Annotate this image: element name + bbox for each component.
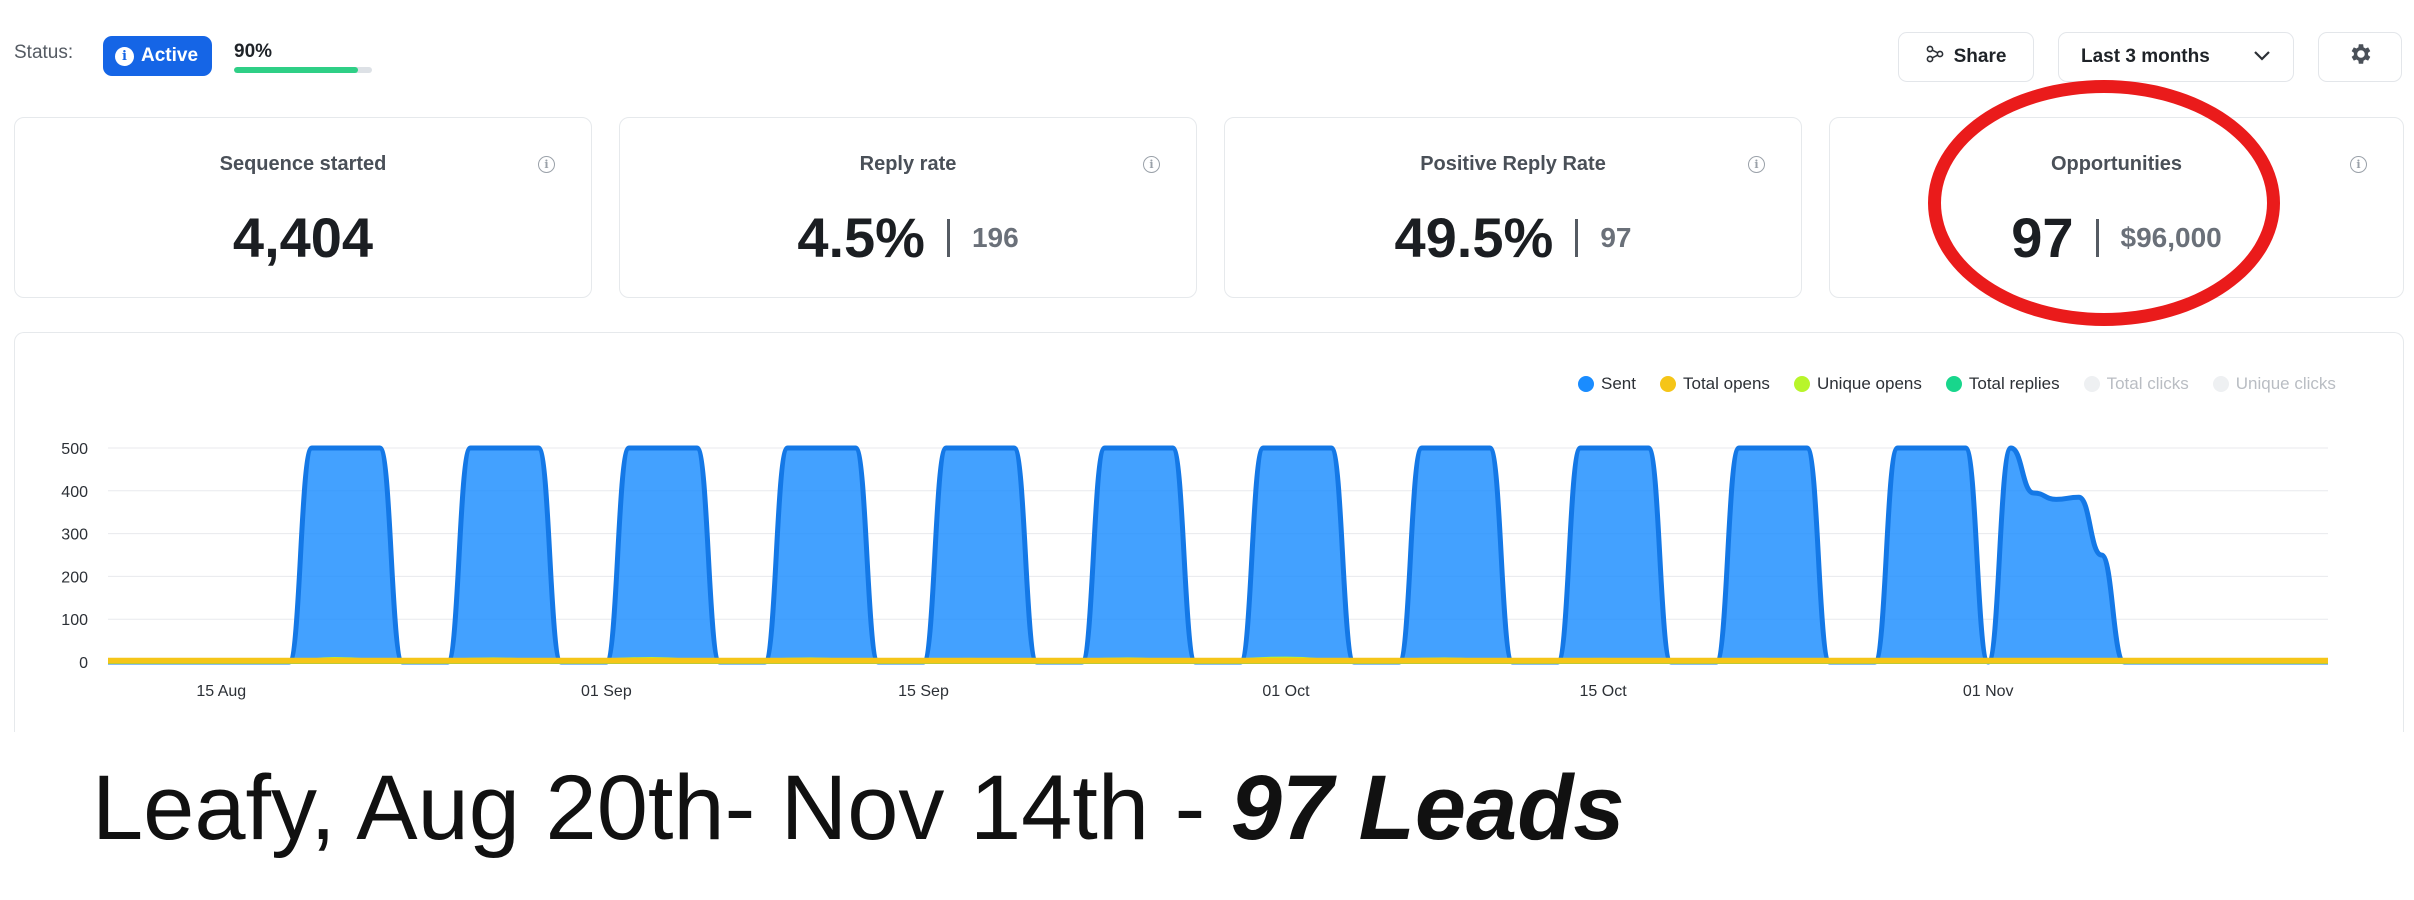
legend-label: Unique opens xyxy=(1816,374,1922,393)
progress-bar xyxy=(234,67,372,73)
card-value: 4,404 xyxy=(232,206,374,269)
y-tick-label: 0 xyxy=(79,655,88,672)
legend-label: Sent xyxy=(1601,374,1636,393)
chart-legend: Sent Total opens Unique opens Total repl… xyxy=(1578,374,2336,394)
card-subvalue: 97 xyxy=(1600,222,1632,253)
legend-label: Unique clicks xyxy=(2235,374,2336,393)
progress-value: 90% xyxy=(234,41,273,62)
value-divider xyxy=(1575,219,1579,257)
y-tick-label: 500 xyxy=(61,441,88,458)
card-value: 4.5% xyxy=(797,206,925,269)
x-tick-label: 01 Oct xyxy=(1262,683,1310,700)
legend-item-unique-opens[interactable]: Unique opens xyxy=(1793,374,1922,394)
legend-label: Total replies xyxy=(1968,374,2060,393)
status-badge[interactable]: i Active xyxy=(103,36,213,76)
legend-item-sent[interactable]: Sent xyxy=(1578,374,1636,394)
share-button-label: Share xyxy=(1953,46,2007,67)
status-badge-label: Active xyxy=(141,45,199,66)
legend-label: Total clicks xyxy=(2106,374,2189,393)
card-subvalue: 196 xyxy=(971,222,1019,253)
stat-card-positive-reply-rate: Positive Reply Rate i 49.5% 97 xyxy=(1224,117,1802,298)
card-title: Positive Reply Rate xyxy=(1420,153,1606,175)
caption-emphasis: 97 Leads xyxy=(1230,757,1625,859)
share-button[interactable]: Share xyxy=(1898,32,2034,82)
value-divider xyxy=(946,219,950,257)
x-tick-label: 01 Sep xyxy=(581,683,632,700)
date-range-label: Last 3 months xyxy=(2081,46,2210,67)
share-icon xyxy=(1926,45,1944,69)
legend-swatch xyxy=(1793,376,1810,392)
legend-swatch xyxy=(2212,376,2229,392)
x-tick-label: 15 Sep xyxy=(898,683,949,700)
x-tick-label: 15 Aug xyxy=(196,683,246,700)
y-tick-label: 200 xyxy=(61,569,88,586)
x-tick-label: 15 Oct xyxy=(1580,683,1628,700)
legend-swatch xyxy=(1659,376,1676,392)
legend-item-total-opens[interactable]: Total opens xyxy=(1659,374,1770,394)
activity-chart: 0 100 200 300 400 500 15 Aug 01 Sep 15 Sep 01 Oct… xyxy=(61,441,2328,700)
info-icon: i xyxy=(115,46,134,66)
card-value: 49.5% xyxy=(1394,206,1554,269)
chevron-down-icon xyxy=(2253,46,2271,68)
info-icon[interactable]: i xyxy=(538,156,555,173)
caption: Leafy, Aug 20th- Nov 14th - 97 Leads xyxy=(92,762,1625,854)
y-tick-label: 100 xyxy=(61,612,88,629)
legend-item-unique-clicks[interactable]: Unique clicks xyxy=(2212,374,2336,394)
date-range-select[interactable]: Last 3 months xyxy=(2058,32,2294,82)
legend-label: Total opens xyxy=(1682,374,1770,393)
caption-text: Leafy, Aug 20th- Nov 14th - xyxy=(92,757,1231,859)
card-title: Sequence started xyxy=(219,153,387,175)
legend-swatch xyxy=(1578,376,1594,392)
legend-swatch xyxy=(1945,376,1962,392)
y-tick-label: 400 xyxy=(61,484,88,501)
settings-button[interactable] xyxy=(2318,32,2402,82)
x-tick-label: 01 Nov xyxy=(1963,683,2014,700)
stat-card-sequence-started: Sequence started i 4,404 xyxy=(14,117,592,298)
series-area-sent xyxy=(108,448,2328,662)
highlight-circle xyxy=(1928,80,2280,326)
y-tick-label: 300 xyxy=(61,527,88,544)
stat-card-reply-rate: Reply rate i 4.5% 196 xyxy=(619,117,1197,298)
gear-icon xyxy=(2347,41,2373,73)
info-icon[interactable]: i xyxy=(2350,156,2367,173)
status-label: Status: xyxy=(14,42,74,63)
legend-item-total-clicks[interactable]: Total clicks xyxy=(2083,374,2189,394)
legend-swatch xyxy=(2083,376,2100,392)
card-title: Reply rate xyxy=(859,153,957,175)
series-line-sent xyxy=(108,445,2328,665)
info-icon[interactable]: i xyxy=(1748,156,1765,173)
legend-item-total-replies[interactable]: Total replies xyxy=(1945,374,2060,394)
progress-fill xyxy=(234,67,359,73)
info-icon[interactable]: i xyxy=(1143,156,1160,173)
